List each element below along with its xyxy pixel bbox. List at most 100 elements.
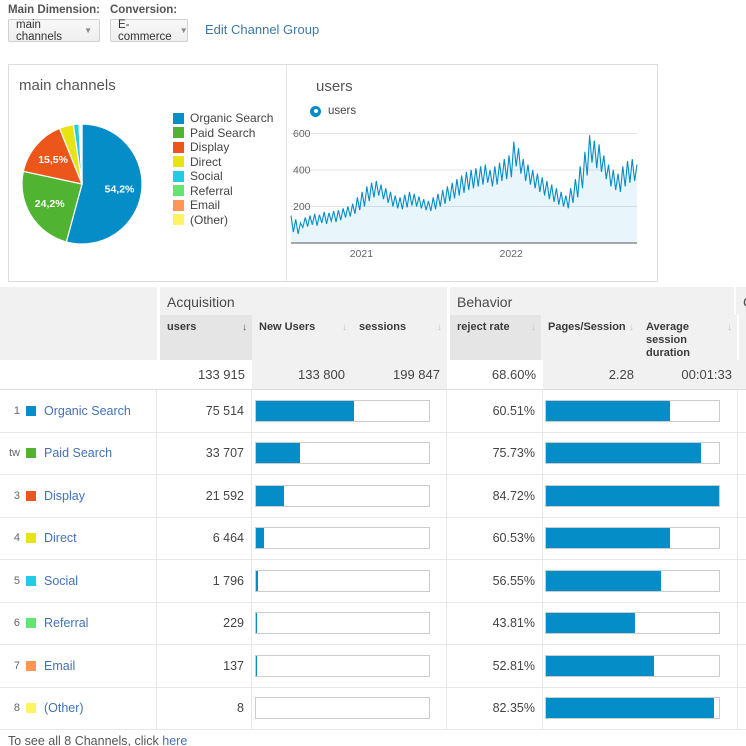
edit-channel-group-link[interactable]: Edit Channel Group — [205, 22, 320, 37]
table-row: 6 Referral 229 43.81% — [0, 602, 746, 645]
reject-bar-fill — [546, 400, 670, 421]
users-bar-fill — [256, 485, 284, 506]
y-axis-tick: 600 — [293, 128, 311, 140]
channel-link[interactable]: Referral — [44, 616, 89, 631]
footer-note: To see all 8 Channels, click here — [8, 734, 188, 746]
reject-bar-cell — [543, 475, 738, 517]
channel-cell: 4 Direct — [0, 517, 157, 559]
channel-link[interactable]: Organic Search — [44, 403, 131, 418]
reject-bar-cell — [543, 560, 738, 602]
channel-cell: 1 Organic Search — [0, 390, 157, 432]
channel-link[interactable]: Email — [44, 658, 76, 673]
column-avg-session-duration[interactable]: Average session duration ↓ — [639, 315, 737, 360]
see-all-channels-link[interactable]: here — [162, 734, 188, 746]
reject-rate-value: 56.55% — [447, 560, 543, 602]
channel-cell: tw Paid Search — [0, 432, 157, 474]
channel-link[interactable]: Social — [44, 573, 79, 588]
series-radio-icon — [310, 105, 321, 117]
line-legend: users — [310, 105, 356, 117]
table-row: tw Paid Search 33 707 75.73% — [0, 432, 746, 475]
conversion-dropdown[interactable]: E-commerce ▼ — [110, 19, 188, 43]
charts-card: main channels 54,2% 24,2% 15,5% Organic Se… — [8, 64, 658, 282]
legend-label: Referral — [190, 183, 233, 198]
users-bar-fill — [256, 443, 300, 464]
reject-bar-cell — [543, 687, 738, 729]
users-bar-fill — [256, 528, 265, 549]
users-value: 6 464 — [157, 517, 252, 559]
users-bar-track — [255, 697, 430, 720]
reject-bar-fill — [546, 655, 654, 676]
legend-label: Display — [190, 140, 230, 155]
legend-item: Direct — [173, 155, 273, 170]
main-dimension-label: Main Dimension: — [8, 4, 101, 16]
main-dimension-dropdown[interactable]: main channels ▼ — [8, 19, 100, 43]
table-row: 7 Email 137 52.81% — [0, 645, 746, 688]
reject-rate-value: 52.81% — [447, 645, 543, 687]
column-pages-session[interactable]: Pages/Session ↓ — [541, 315, 639, 360]
conversion-label: Conversion: — [110, 4, 178, 16]
legend-swatch — [173, 127, 184, 139]
x-axis-tick: 2022 — [500, 248, 524, 260]
reject-bar-track — [545, 484, 720, 507]
column-sessions[interactable]: sessions ↓ — [352, 315, 447, 360]
legend-label: Social — [190, 169, 223, 184]
group-conversions-clipped: C — [736, 287, 746, 315]
reject-bar-cell — [543, 645, 738, 687]
column-users[interactable]: users ↓ — [160, 315, 252, 360]
legend-label: Email — [190, 198, 221, 213]
reject-bar-track — [545, 442, 720, 465]
reject-rate-value: 84.72% — [447, 475, 543, 517]
users-bar-track — [255, 399, 430, 422]
channel-color-swatch — [26, 533, 36, 544]
chevron-down-icon: ▼ — [179, 26, 188, 35]
group-spacer — [0, 287, 157, 315]
channel-link[interactable]: Direct — [44, 531, 77, 546]
legend-swatch — [173, 170, 184, 182]
reject-bar-fill — [546, 443, 701, 464]
row-number: 5 — [13, 574, 20, 587]
legend-swatch — [173, 141, 184, 153]
channel-link[interactable]: (Other) — [44, 701, 84, 716]
legend-item: Social — [173, 169, 273, 184]
users-value: 75 514 — [157, 390, 252, 432]
reject-rate-value: 60.53% — [447, 517, 543, 559]
users-bar-cell — [252, 432, 447, 474]
users-bar-fill — [256, 570, 259, 591]
legend-item: Email — [173, 198, 273, 213]
sort-icon: ↓ — [342, 322, 347, 333]
panel-divider — [286, 65, 287, 281]
legend-swatch — [173, 214, 184, 226]
users-bar-track — [255, 654, 430, 677]
group-behavior: Behavior — [450, 287, 734, 315]
group-acquisition: Acquisition — [160, 287, 447, 315]
reject-rate-value: 75.73% — [447, 432, 543, 474]
legend-swatch — [173, 185, 184, 197]
pie-slice-label: 24,2% — [35, 198, 65, 210]
column-new-users[interactable]: New Users ↓ — [252, 315, 352, 360]
users-value: 137 — [157, 645, 252, 687]
table-body: 1 Organic Search 75 514 60.51% tw Paid S… — [0, 390, 746, 730]
channel-link[interactable]: Paid Search — [44, 446, 113, 461]
totals-reject-rate: 68.60% — [447, 360, 543, 389]
pie-chart-title: main channels — [19, 77, 116, 94]
reject-bar-track — [545, 612, 720, 635]
legend-swatch — [173, 199, 184, 211]
users-value: 8 — [157, 687, 252, 729]
table-row: 3 Display 21 592 84.72% — [0, 475, 746, 518]
users-value: 33 707 — [157, 432, 252, 474]
column-reject-rate[interactable]: reject rate ↓ — [450, 315, 541, 360]
users-bar-cell — [252, 517, 447, 559]
totals-new-users: 133 800 — [252, 360, 352, 389]
pie-slice-label: 54,2% — [105, 184, 135, 196]
table-totals-row: 133 915 133 800 199 847 68.60% 2.28 00:0… — [0, 360, 746, 390]
chevron-down-icon: ▼ — [84, 26, 92, 35]
reject-bar-track — [545, 697, 720, 720]
column-spacer — [0, 315, 157, 360]
legend-swatch — [173, 156, 184, 168]
channel-link[interactable]: Display — [44, 488, 85, 503]
pie-legend: Organic Search Paid Search Display Direc… — [173, 111, 273, 227]
reject-bar-fill — [546, 570, 662, 591]
totals-users: 133 915 — [157, 360, 252, 389]
totals-sessions: 199 847 — [352, 360, 447, 389]
